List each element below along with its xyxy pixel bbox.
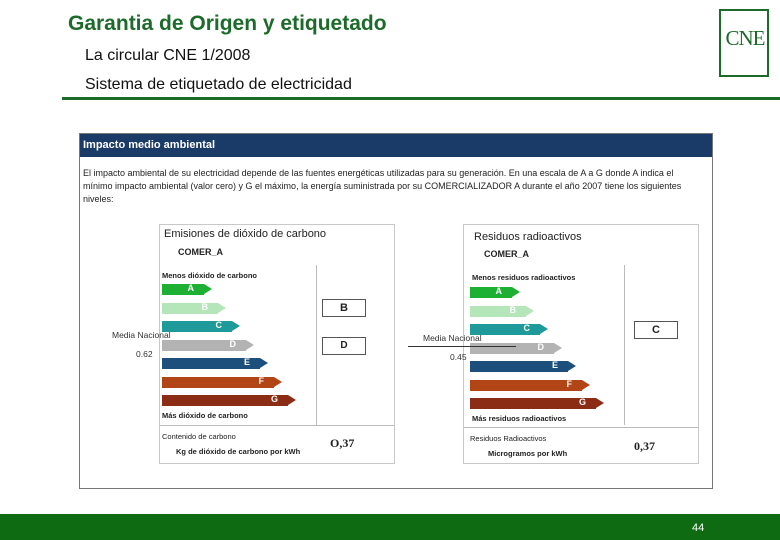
rad-top-label: Menos residuos radioactivos: [472, 273, 576, 282]
co2-bar-letter: G: [270, 394, 278, 404]
co2-footer-label: Contenido de carbono: [162, 432, 236, 441]
cne-logo: CNE: [719, 9, 769, 77]
co2-bar-c: C: [162, 320, 240, 332]
co2-bottom-label: Más dióxido de carbono: [162, 411, 248, 420]
rad-media-line: [408, 346, 516, 347]
rad-bar-b: B: [470, 304, 534, 317]
co2-media-indicator: D: [322, 337, 366, 355]
rad-bar-letter: G: [578, 397, 586, 407]
rad-bar-letter: E: [551, 360, 558, 370]
rad-bar-letter: C: [523, 323, 531, 333]
co2-bar-d: D: [162, 338, 254, 351]
co2-media-label: Media Nacional: [112, 330, 171, 340]
rad-footer-unit: Microgramos por kWh: [488, 449, 568, 458]
co2-bar-g: G: [162, 394, 296, 406]
rad-media-value: 0.45: [450, 352, 467, 362]
footer-bar: [0, 514, 780, 540]
co2-company: COMER_A: [178, 247, 224, 257]
panel-heading: Impacto medio ambiental: [80, 134, 712, 157]
slide-title: Garantia de Origen y etiquetado: [68, 12, 387, 35]
co2-bar-letter: D: [229, 338, 237, 349]
cne-logo-text: CNE: [725, 26, 766, 50]
rad-bar-tip: [554, 342, 562, 353]
rad-bar-f: F: [470, 378, 590, 391]
rad-bar-tip: [540, 324, 548, 334]
rad-divider: [624, 265, 625, 425]
co2-media-value: 0.62: [136, 349, 153, 359]
rad-bar-tip: [582, 379, 590, 390]
co2-bar-b: B: [162, 301, 226, 314]
co2-footer-unit: Kg de dióxido de carbono por kWh: [176, 447, 301, 456]
co2-bar-tip: [218, 302, 226, 313]
co2-bar-a: A: [162, 283, 212, 295]
rad-bar-a: A: [470, 286, 520, 298]
co2-bar-tip: [204, 284, 212, 294]
rad-bar-tip: [512, 287, 520, 297]
rad-bar-c: C: [470, 323, 548, 335]
rad-footer-value: 0,37: [634, 439, 655, 453]
co2-bar-f: F: [162, 375, 282, 388]
co2-bar-tip: [274, 376, 282, 387]
slide-subtitle-2: Sistema de etiquetado de electricidad: [85, 76, 352, 93]
co2-company-indicator: B: [322, 299, 366, 317]
co2-bar-tip: [232, 321, 240, 331]
panel-intro: El impacto ambiental de su electricidad …: [83, 168, 682, 204]
rad-bar-g: G: [470, 397, 604, 409]
label-panel: Impacto medio ambiental El impacto ambie…: [79, 133, 713, 489]
page-number: 44: [692, 522, 705, 534]
rad-company: COMER_A: [484, 249, 530, 259]
co2-bar-tip: [288, 395, 296, 405]
co2-bar-letter: E: [243, 357, 250, 367]
co2-title: Emisiones de dióxido de carbono: [164, 228, 327, 240]
rad-bottom-label: Más residuos radioactivos: [472, 414, 567, 423]
co2-top-label: Menos dióxido de carbono: [162, 271, 258, 280]
rad-bar-tip: [526, 305, 534, 316]
co2-bar-letter: B: [201, 301, 209, 312]
co2-card: Emisiones de dióxido de carbono COMER_A …: [159, 224, 395, 464]
header-rule: [62, 97, 780, 100]
rad-bar-letter: B: [509, 304, 517, 315]
co2-footer-rule: [160, 425, 394, 426]
co2-footer-value: O,37: [330, 436, 355, 450]
rad-footer-rule: [464, 427, 698, 428]
rad-title: Residuos radioactivos: [474, 231, 582, 243]
rad-bar-tip: [596, 398, 604, 408]
rad-company-indicator: C: [634, 321, 678, 339]
rad-bar-letter: A: [495, 286, 503, 296]
rad-bar-letter: D: [537, 341, 545, 352]
rad-bar-e: E: [470, 360, 576, 372]
co2-bar-e: E: [162, 357, 268, 369]
co2-bar-letter: F: [258, 375, 265, 386]
co2-divider: [316, 265, 317, 425]
rad-bar-letter: F: [566, 378, 573, 389]
rad-media-label: Media Nacional: [423, 333, 482, 343]
co2-bar-tip: [260, 358, 268, 368]
co2-bar-tip: [246, 339, 254, 350]
rad-footer-label: Residuos Radioactivos: [470, 434, 547, 443]
rad-card: Residuos radioactivos COMER_A Menos resi…: [463, 224, 699, 464]
slide-subtitle: La circular CNE 1/2008: [85, 47, 251, 64]
co2-bar-letter: C: [215, 320, 223, 330]
rad-bar-d: D: [470, 341, 562, 354]
rad-bar-tip: [568, 361, 576, 371]
co2-bar-letter: A: [187, 283, 195, 293]
